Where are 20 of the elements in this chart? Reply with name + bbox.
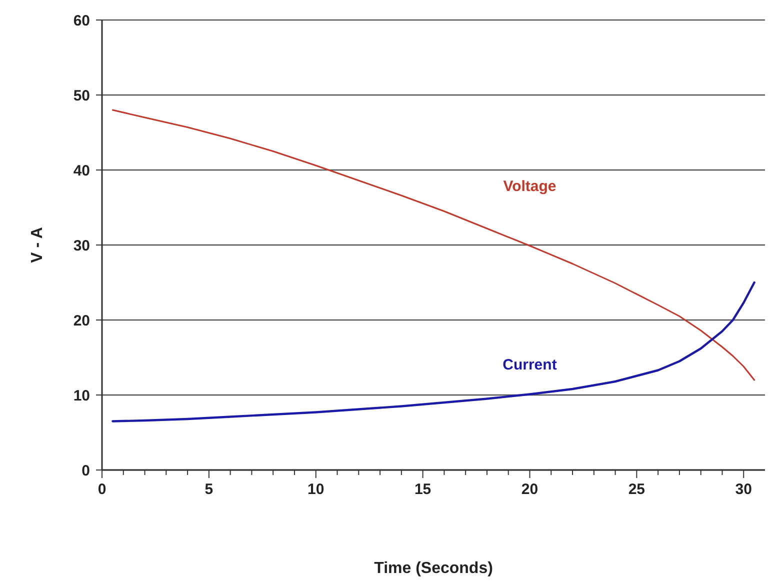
y-tick-label: 50 [73, 87, 90, 104]
series-label: Current [502, 356, 557, 374]
x-tick-label: 10 [308, 481, 324, 498]
x-tick-label: 30 [735, 481, 752, 498]
line-series [112, 109, 756, 381]
x-tick-label: 15 [414, 481, 432, 498]
x-tick-label: 25 [628, 481, 646, 498]
x-tick-label: 0 [98, 481, 106, 498]
y-tick-label: 0 [82, 462, 90, 480]
line-series [112, 281, 756, 422]
y-axis-title: V - A [29, 226, 46, 263]
x-axis-title: Time (Seconds) [374, 560, 493, 577]
x-tick-label: 5 [204, 481, 214, 498]
x-tick-label: 20 [521, 481, 538, 498]
y-tick-label: 40 [73, 162, 90, 180]
y-tick-label: 60 [73, 12, 90, 30]
y-tick-label: 30 [73, 237, 90, 254]
text: Voltage [503, 178, 556, 195]
y-tick-label: 20 [73, 312, 90, 330]
y-tick-label: 10 [73, 387, 90, 404]
